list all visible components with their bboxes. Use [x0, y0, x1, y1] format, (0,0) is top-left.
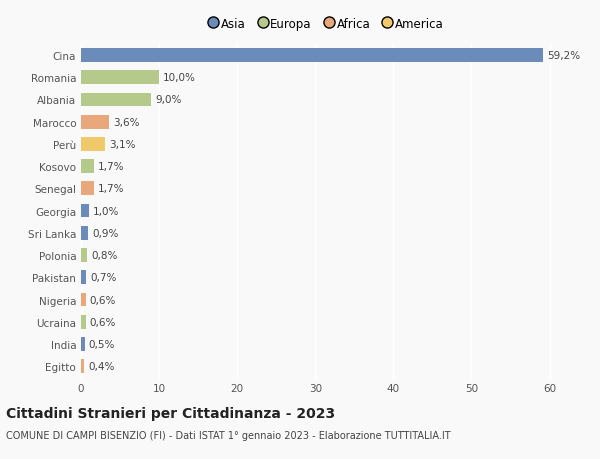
- Text: 3,1%: 3,1%: [109, 140, 136, 150]
- Bar: [81, 226, 88, 240]
- Bar: [81, 93, 151, 107]
- Text: 10,0%: 10,0%: [163, 73, 196, 83]
- Text: 0,9%: 0,9%: [92, 228, 118, 238]
- Bar: [81, 49, 544, 63]
- Bar: [81, 271, 86, 285]
- Bar: [81, 182, 94, 196]
- Text: 1,0%: 1,0%: [93, 206, 119, 216]
- Bar: [81, 160, 94, 174]
- Text: 0,5%: 0,5%: [89, 339, 115, 349]
- Bar: [81, 337, 85, 351]
- Bar: [81, 359, 84, 373]
- Bar: [81, 315, 86, 329]
- Text: 1,7%: 1,7%: [98, 162, 125, 172]
- Text: 3,6%: 3,6%: [113, 118, 140, 127]
- Text: COMUNE DI CAMPI BISENZIO (FI) - Dati ISTAT 1° gennaio 2023 - Elaborazione TUTTIT: COMUNE DI CAMPI BISENZIO (FI) - Dati IST…: [6, 431, 451, 441]
- Text: 59,2%: 59,2%: [547, 51, 580, 61]
- Text: 9,0%: 9,0%: [155, 95, 182, 105]
- Bar: [81, 138, 105, 151]
- Text: 0,7%: 0,7%: [91, 273, 117, 283]
- Text: 1,7%: 1,7%: [98, 184, 125, 194]
- Bar: [81, 204, 89, 218]
- Bar: [81, 293, 86, 307]
- Legend: Asia, Europa, Africa, America: Asia, Europa, Africa, America: [210, 18, 444, 31]
- Text: 0,6%: 0,6%: [89, 295, 116, 305]
- Text: 0,4%: 0,4%: [88, 362, 115, 371]
- Bar: [81, 71, 159, 85]
- Bar: [81, 249, 87, 263]
- Text: Cittadini Stranieri per Cittadinanza - 2023: Cittadini Stranieri per Cittadinanza - 2…: [6, 406, 335, 420]
- Text: 0,6%: 0,6%: [89, 317, 116, 327]
- Bar: [81, 116, 109, 129]
- Text: 0,8%: 0,8%: [91, 251, 118, 261]
